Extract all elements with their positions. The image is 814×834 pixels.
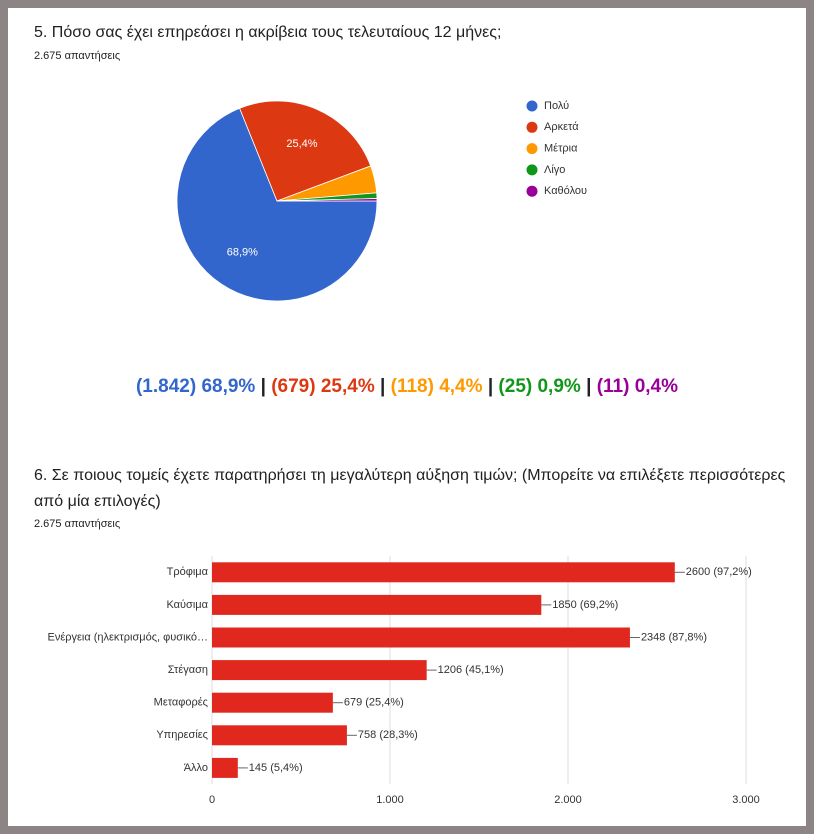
- y-tick-label: Στέγαση: [168, 664, 208, 676]
- value-label: 1206 (45,1%): [438, 664, 504, 676]
- slice-label: 68,9%: [227, 246, 258, 258]
- bar: [212, 725, 347, 746]
- y-tick-label: Άλλο: [184, 762, 208, 774]
- separator: |: [380, 376, 386, 397]
- value-label: 145 (5,4%): [249, 762, 303, 774]
- bar: [212, 627, 630, 648]
- legend-label: Καθόλου: [544, 185, 587, 197]
- summary-item: (1.842) 68,9%: [135, 376, 256, 397]
- legend-marker: [526, 121, 538, 133]
- legend-label: Πολύ: [544, 100, 569, 112]
- bar: [212, 757, 238, 778]
- pie-slice: [176, 107, 378, 302]
- separator: |: [487, 376, 494, 397]
- legend-label: Μέτρια: [544, 143, 578, 155]
- value-label: 2600 (97,2%): [686, 566, 752, 578]
- summary: (1.842) 68,9% | (679) 25,4% | (118) 4,4%…: [8, 376, 806, 398]
- value-label: 1850 (69,2%): [552, 599, 618, 611]
- x-tick-label: 1.000: [376, 794, 404, 806]
- pie-slice: [276, 198, 378, 202]
- x-tick-label: 0: [209, 794, 215, 806]
- response-count: 2.675 απαντήσεις: [34, 50, 121, 62]
- legend-marker: [526, 185, 538, 197]
- legend-label: Λίγο: [544, 164, 565, 176]
- summary-item: (118) 4,4%: [390, 376, 483, 397]
- question-title: 6. Σε ποιους τομείς έχετε παρατηρήσει τη…: [34, 467, 786, 510]
- response-count: 2.675 απαντήσεις: [34, 518, 121, 530]
- y-tick-label: Μεταφορές: [154, 697, 208, 709]
- bar: [212, 660, 427, 681]
- pie-slice: [239, 100, 372, 202]
- summary-item: (679) 25,4%: [271, 376, 375, 397]
- value-label: 679 (25,4%): [344, 697, 404, 709]
- y-tick-label: Ενέργεια (ηλεκτρισμός, φυσικό…: [47, 631, 208, 643]
- summary-item: (25) 0,9%: [498, 376, 581, 397]
- value-label: 2348 (87,8%): [641, 631, 707, 643]
- value-label: 758 (28,3%): [358, 729, 418, 741]
- separator: |: [586, 376, 592, 397]
- y-tick-label: Τρόφιμα: [167, 566, 209, 578]
- legend-marker: [526, 164, 538, 176]
- bar: [212, 594, 542, 615]
- bar: [212, 692, 333, 713]
- legend-label: Αρκετά: [544, 121, 579, 133]
- separator: |: [260, 376, 266, 397]
- y-tick-label: Υπηρεσίες: [156, 729, 208, 741]
- x-tick-label: 2.000: [554, 794, 582, 806]
- bar: [212, 562, 675, 583]
- chart: 68,9% 25,4% Πολύ Αρκετά Μέτρια Λίγο Καθόλου 0 1.…: [47, 100, 760, 806]
- x-tick-label: 3.000: [732, 794, 760, 806]
- slice-label: 25,4%: [286, 138, 317, 150]
- question-title: 5. Πόσο σας έχει επηρεάσει η ακρίβεια το…: [34, 24, 502, 41]
- legend-marker: [526, 143, 538, 155]
- legend-marker: [526, 100, 538, 112]
- summary-item: (11) 0,4%: [596, 376, 679, 397]
- y-tick-label: Καύσιμα: [166, 599, 208, 611]
